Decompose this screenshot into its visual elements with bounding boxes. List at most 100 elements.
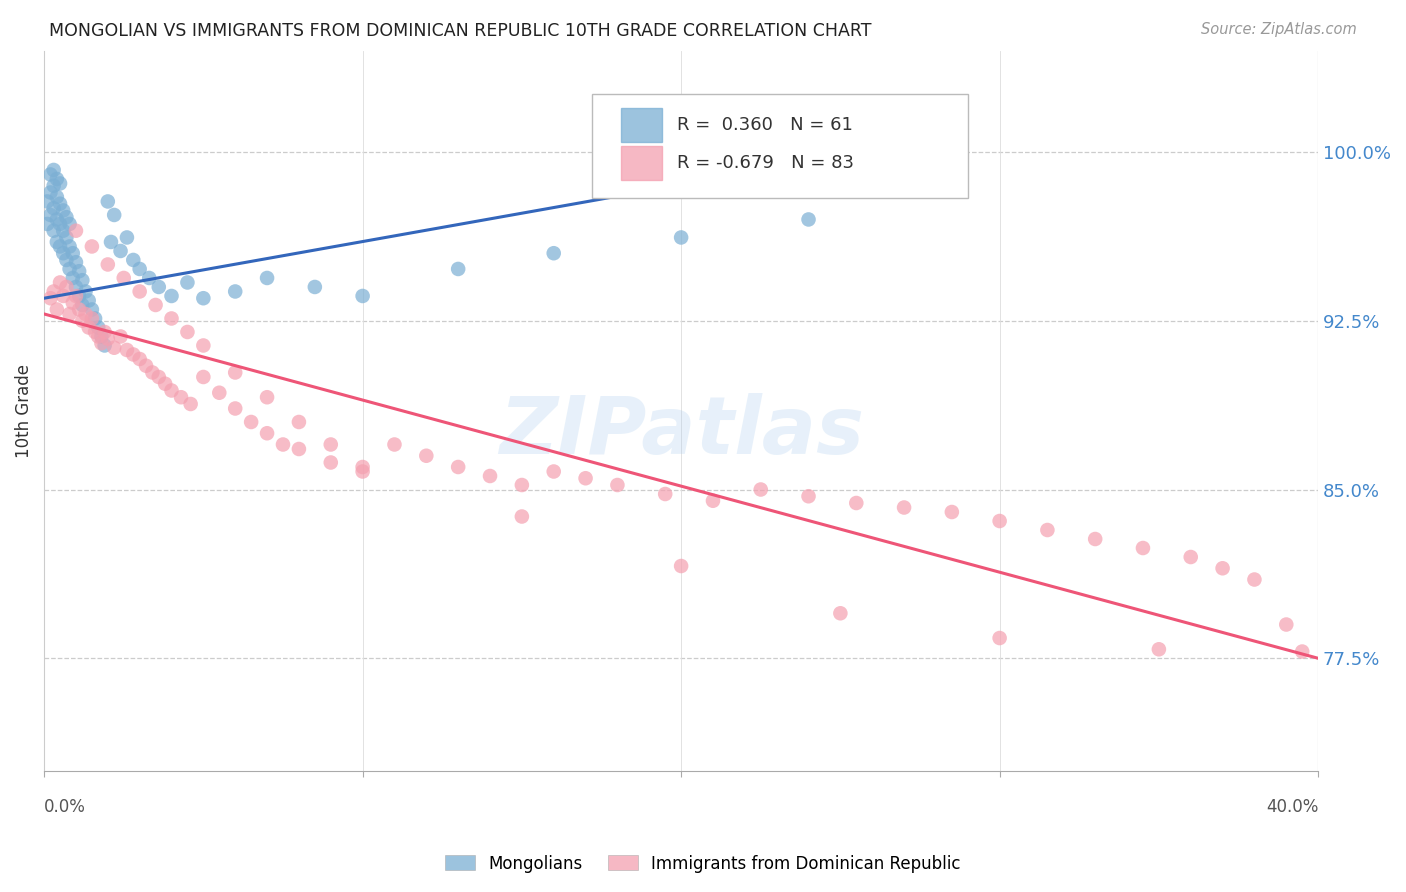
Point (145, 298, 167, 312)
Point (141, 366, 163, 380)
Point (797, 212, 820, 227)
Text: ZIPatlas: ZIPatlas (499, 393, 863, 471)
Point (115, 230, 138, 244)
Point (319, 455, 342, 469)
Point (39, 208, 62, 222)
Point (100, 235, 122, 249)
Point (52, 246, 75, 260)
Point (42, 163, 65, 178)
Point (224, 401, 246, 416)
Point (93, 325, 115, 339)
Point (80, 302, 103, 317)
Point (72, 273, 94, 287)
Point (193, 291, 215, 305)
Point (138, 271, 160, 285)
Point (62, 295, 84, 310)
Point (256, 426, 278, 441)
Point (256, 271, 278, 285)
Point (45, 302, 67, 317)
Point (39, 186, 62, 200)
Point (77, 293, 100, 308)
Point (510, 509, 533, 524)
Point (893, 500, 915, 515)
Point (112, 271, 135, 285)
Point (65, 255, 87, 269)
Point (128, 262, 150, 277)
Point (97, 332, 120, 346)
Point (55, 230, 77, 244)
Point (352, 465, 374, 479)
Point (58, 239, 80, 253)
Point (115, 343, 138, 357)
Point (58, 262, 80, 277)
Point (67, 302, 90, 317)
Point (58, 307, 80, 321)
Point (1132, 541, 1154, 555)
Point (543, 465, 565, 479)
Point (72, 298, 94, 312)
Point (45, 172, 67, 186)
Point (84, 325, 107, 339)
Text: R =  0.360   N = 61: R = 0.360 N = 61 (678, 116, 853, 134)
Point (52, 289, 75, 303)
Point (62, 246, 84, 260)
FancyBboxPatch shape (621, 145, 662, 180)
Point (1291, 644, 1313, 658)
Point (110, 244, 132, 258)
Point (170, 390, 193, 404)
Point (1212, 561, 1234, 575)
Point (135, 359, 157, 373)
Point (49, 196, 72, 211)
Point (669, 559, 692, 574)
Point (52, 224, 75, 238)
Point (447, 460, 470, 475)
Point (42, 285, 65, 299)
Point (510, 478, 533, 492)
Point (58, 217, 80, 231)
Legend: Mongolians, Immigrants from Dominican Republic: Mongolians, Immigrants from Dominican Re… (439, 848, 967, 880)
Y-axis label: 10th Grade: 10th Grade (15, 364, 32, 458)
Point (49, 177, 72, 191)
Point (224, 366, 246, 380)
Point (606, 478, 628, 492)
Text: R = -0.679   N = 83: R = -0.679 N = 83 (678, 154, 855, 172)
Point (97, 257, 120, 271)
Point (84, 311, 107, 326)
Point (256, 390, 278, 404)
Point (176, 325, 198, 339)
Point (39, 168, 62, 182)
Point (122, 252, 145, 267)
Point (830, 607, 852, 621)
Point (1036, 523, 1059, 537)
Point (415, 449, 437, 463)
Point (352, 289, 374, 303)
Point (49, 217, 72, 231)
Point (65, 289, 87, 303)
Point (271, 437, 294, 451)
Point (288, 415, 311, 429)
Point (103, 341, 125, 355)
Point (67, 264, 90, 278)
Point (52, 203, 75, 218)
Point (39, 291, 62, 305)
Point (208, 385, 231, 400)
Point (749, 483, 772, 497)
Point (37, 217, 59, 231)
Point (193, 370, 215, 384)
Point (87, 320, 110, 334)
Point (49, 276, 72, 290)
Point (669, 230, 692, 244)
Point (702, 493, 724, 508)
FancyBboxPatch shape (592, 94, 967, 198)
Point (384, 437, 406, 451)
Point (160, 384, 183, 398)
Point (67, 289, 90, 303)
Point (65, 224, 87, 238)
Point (93, 338, 115, 352)
Point (180, 397, 202, 411)
Text: 0.0%: 0.0% (44, 797, 86, 816)
Point (55, 280, 77, 294)
Point (148, 280, 170, 294)
Point (304, 280, 326, 294)
Point (797, 489, 820, 503)
